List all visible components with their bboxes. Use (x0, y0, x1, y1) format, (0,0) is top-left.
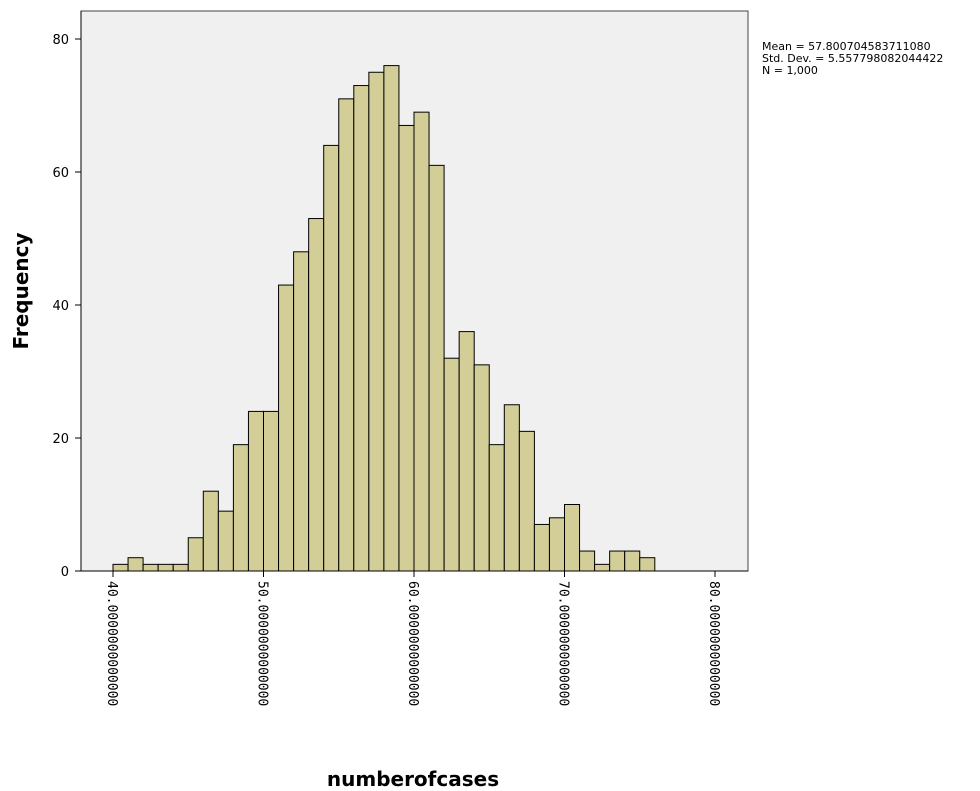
histogram-bar (533, 523, 550, 572)
histogram-bar (609, 550, 626, 572)
histogram-bar (639, 557, 656, 572)
stats-legend: Mean = 57.800704583711080 Std. Dev. = 5.… (762, 41, 943, 77)
histogram-bar (232, 444, 249, 572)
histogram-bar (398, 124, 415, 572)
histogram-bar (112, 563, 129, 572)
histogram-bar (413, 111, 430, 572)
histogram-bar (353, 85, 370, 572)
x-ticks-group: 40.0000000000000 50.0000000000000 60.00000… (104, 571, 721, 706)
histogram-bar (624, 550, 641, 572)
histogram-bar (594, 563, 611, 572)
histogram-bar (278, 284, 295, 572)
histogram-bar (263, 410, 280, 572)
stats-mean: Mean = 57.800704583711080 (762, 40, 931, 53)
x-tick-label: 40.0000000000000 (104, 581, 119, 706)
histogram-bar (293, 251, 310, 572)
histogram-bar (503, 404, 520, 572)
histogram-bar (127, 557, 144, 572)
histogram-bar (579, 550, 596, 572)
histogram-bar (383, 65, 400, 572)
x-axis-title: numberofcases (327, 767, 499, 791)
histogram-bar (323, 144, 340, 572)
histogram-bar (428, 164, 445, 572)
histogram-bar (172, 563, 189, 572)
x-tick-label: 80.0000000000000 (706, 581, 721, 706)
histogram-bar (368, 71, 385, 572)
y-ticks-group: 0 20 40 60 80 (52, 33, 81, 580)
x-tick-label: 70.0000000000000 (556, 581, 571, 706)
bars-group (112, 65, 656, 572)
y-tick-label: 20 (52, 432, 69, 447)
histogram-bar (202, 490, 219, 572)
y-tick-label: 80 (52, 33, 69, 48)
y-tick-label: 60 (52, 166, 69, 181)
y-axis-title: Frequency (9, 232, 33, 349)
histogram-bar (473, 364, 490, 572)
histogram-bar (157, 563, 174, 572)
histogram-bar (458, 331, 475, 572)
stats-n: N = 1,000 (762, 64, 818, 77)
histogram-bar (338, 98, 355, 572)
histogram-bar (564, 504, 581, 572)
y-tick-label: 0 (61, 565, 69, 580)
histogram-bar (187, 537, 204, 572)
y-tick-label: 40 (52, 299, 69, 314)
histogram-bar (488, 444, 505, 572)
stats-std-dev: Std. Dev. = 5.557798082044422 (762, 52, 944, 65)
x-tick-label: 50.0000000000000 (255, 581, 270, 706)
histogram-bar (142, 563, 159, 572)
histogram-bar (217, 510, 234, 572)
histogram-bar (548, 517, 566, 572)
histogram-bar (247, 410, 264, 572)
histogram-bar (308, 218, 325, 572)
x-tick-label: 60.0000000000000 (405, 581, 420, 706)
histogram-bar (518, 430, 535, 572)
histogram-bar (443, 357, 460, 572)
